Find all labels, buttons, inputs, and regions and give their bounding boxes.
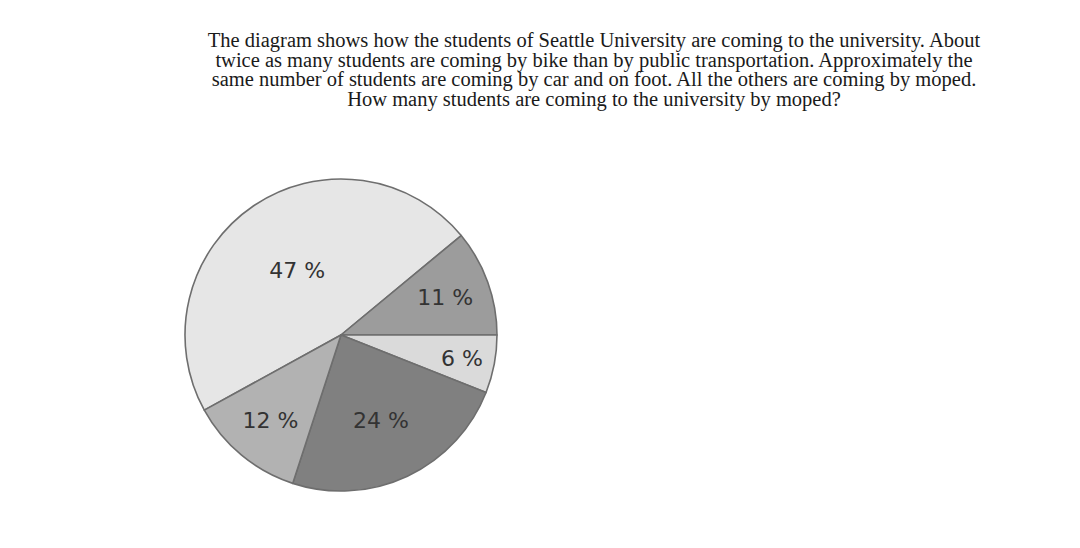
data-label: 47 % (269, 258, 325, 283)
pie (185, 179, 497, 491)
question: The diagram shows how the students of Se… (208, 29, 981, 111)
data-labels: 47 % 11 % 6 % 24 % 12 % (242, 258, 483, 433)
data-label: 24 % (353, 408, 409, 433)
pie-slice (204, 335, 341, 483)
data-label: 11 % (417, 285, 473, 310)
pie-slice (341, 236, 497, 335)
canvas: The diagram shows how the students of Se… (0, 0, 1080, 548)
data-label: 12 % (242, 408, 298, 433)
question-line: How many students are coming to the univ… (347, 88, 841, 111)
data-label: 6 % (441, 346, 483, 371)
